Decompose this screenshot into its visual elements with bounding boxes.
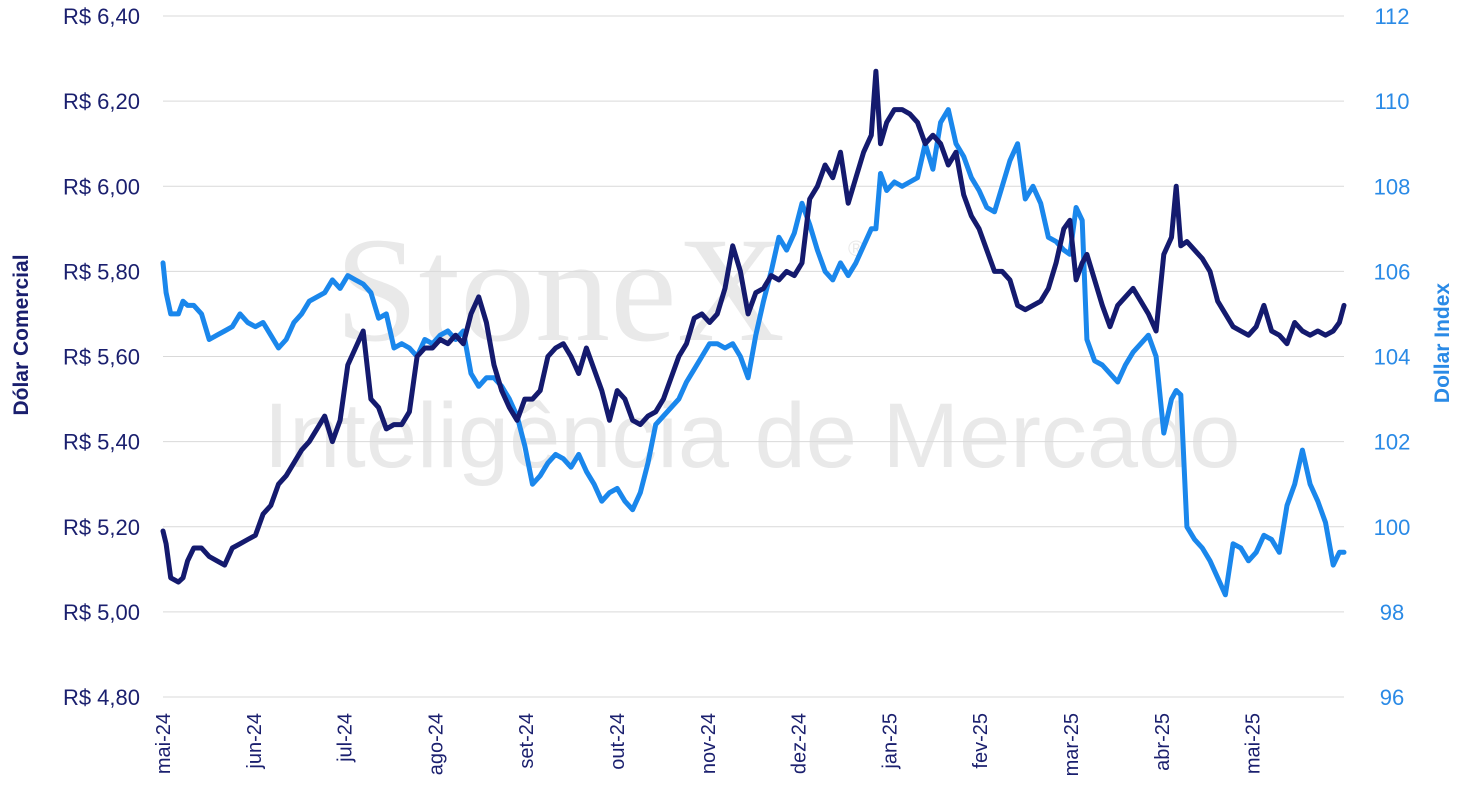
series-lines [160, 68, 1347, 598]
left-tick-label: R$ 5,20 [63, 515, 140, 540]
x-tick-label: dez-24 [789, 713, 811, 774]
x-tick-label: jan-25 [879, 713, 901, 770]
right-tick-label: 106 [1374, 259, 1411, 284]
dollar-index-line [160, 107, 1347, 598]
x-tick-label: mar-25 [1061, 713, 1083, 776]
left-tick-label: R$ 5,80 [63, 259, 140, 284]
right-axis-title: Dollar Index [1431, 283, 1454, 404]
x-tick-label: nov-24 [698, 713, 720, 774]
stonex-watermark: StoneX ® Inteligência de Mercado [264, 207, 1241, 487]
gridlines [163, 15, 1344, 698]
left-axis-ticks: R$ 6,40 R$ 6,20 R$ 6,00 R$ 5,80 R$ 5,60 R$ 5,… [63, 4, 140, 710]
x-tick-label: jul-24 [335, 713, 357, 763]
dolar-comercial-line [160, 68, 1347, 585]
right-tick-label: 104 [1374, 345, 1411, 370]
right-tick-label: 110 [1374, 89, 1409, 114]
right-tick-label: 96 [1380, 685, 1404, 710]
x-tick-label: mai-24 [153, 713, 175, 774]
left-tick-label: R$ 6,00 [63, 174, 140, 199]
right-tick-label: 100 [1374, 515, 1411, 540]
left-tick-label: R$ 5,00 [63, 600, 140, 625]
right-tick-label: 108 [1374, 174, 1411, 199]
left-tick-label: R$ 6,40 [63, 4, 140, 29]
x-tick-label: abr-25 [1152, 713, 1174, 771]
x-tick-label: fev-25 [970, 713, 992, 769]
x-tick-label: jun-24 [244, 713, 266, 770]
x-tick-label: out-24 [607, 713, 629, 770]
left-tick-label: R$ 4,80 [63, 685, 140, 710]
watermark-subtitle: Inteligência de Mercado [264, 385, 1241, 487]
left-tick-label: R$ 5,60 [63, 345, 140, 370]
right-axis-ticks: 112 110 108 106 104 102 100 98 96 [1374, 4, 1411, 710]
x-axis-ticks: mai-24 jun-24 jul-24 ago-24 set-24 out-24 nov-… [153, 713, 1265, 776]
right-tick-label: 98 [1380, 600, 1404, 625]
right-tick-label: 112 [1374, 4, 1409, 29]
left-axis-title: Dólar Comercial [10, 254, 33, 415]
left-tick-label: R$ 5,40 [63, 430, 140, 455]
right-tick-label: 102 [1374, 430, 1411, 455]
x-tick-label: set-24 [516, 713, 538, 769]
left-tick-label: R$ 6,20 [63, 89, 140, 114]
x-tick-label: mai-25 [1243, 713, 1265, 774]
x-tick-label: ago-24 [425, 713, 447, 775]
